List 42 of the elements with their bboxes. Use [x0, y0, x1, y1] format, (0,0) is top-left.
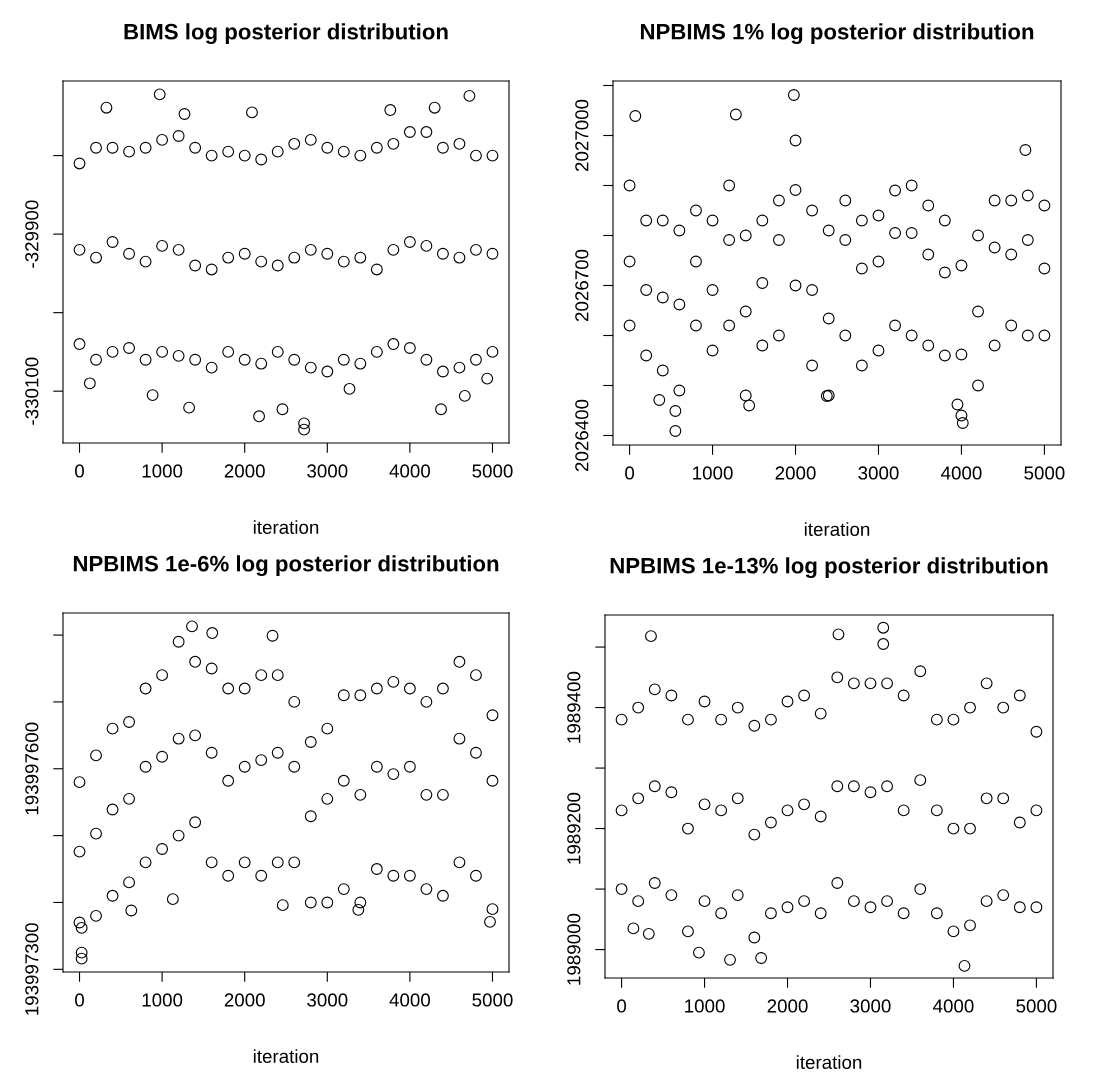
x-tick-label: 1000	[142, 993, 183, 1007]
x-axis-title: iteration	[253, 520, 319, 534]
x-tick-label: 1000	[142, 464, 183, 478]
x-tick-label: 4000	[389, 464, 431, 478]
chart-title: BIMS log posterior distribution	[124, 23, 448, 45]
x-tick-label: 3000	[307, 464, 348, 478]
y-tick-label: 2026700	[575, 249, 589, 322]
x-tick-label: 0	[75, 993, 84, 1007]
x-tick-label: 2000	[224, 993, 265, 1007]
x-tick-label: 1000	[693, 466, 733, 480]
y-tick-label: 1989000	[567, 913, 581, 985]
y-tick-label: 2026400	[575, 399, 589, 472]
chart-title: NPBIMS 1e-13% log posterior distribution	[610, 557, 1048, 579]
x-tick-label: 4000	[389, 993, 431, 1007]
x-tick-label: 3000	[858, 466, 899, 480]
x-axis-title: iteration	[804, 522, 870, 536]
x-tick-label: 2000	[767, 999, 808, 1013]
x-tick-label: 5000	[1016, 999, 1057, 1013]
x-tick-label: 4000	[933, 999, 974, 1013]
y-tick-label: -330100	[25, 357, 39, 425]
x-tick-label: 5000	[1024, 466, 1065, 480]
x-tick-label: 0	[625, 466, 635, 480]
x-tick-label: 1000	[685, 999, 725, 1013]
x-tick-label: 0	[617, 999, 627, 1013]
x-axis-title: iteration	[253, 1049, 319, 1063]
x-tick-label: 2000	[224, 464, 265, 478]
y-tick-label: -329900	[25, 200, 39, 268]
x-tick-label: 0	[75, 464, 84, 478]
x-axis-title: iteration	[796, 1055, 862, 1069]
x-tick-label: 3000	[850, 999, 891, 1013]
y-tick-label: 193997300	[25, 923, 39, 1015]
x-tick-label: 5000	[472, 464, 513, 478]
y-tick-label: 1989200	[567, 792, 581, 864]
chart-title: NPBIMS 1e-6% log posterior distribution	[73, 555, 499, 577]
y-tick-label: 193997600	[25, 722, 39, 815]
y-tick-label: 1989400	[567, 671, 581, 743]
x-tick-label: 3000	[307, 993, 348, 1007]
chart-title: NPBIMS 1% log posterior distribution	[640, 23, 1034, 45]
x-tick-label: 2000	[775, 466, 816, 480]
x-tick-label: 4000	[941, 466, 982, 480]
y-tick-label: 2027000	[575, 99, 589, 172]
x-tick-label: 5000	[472, 993, 513, 1007]
